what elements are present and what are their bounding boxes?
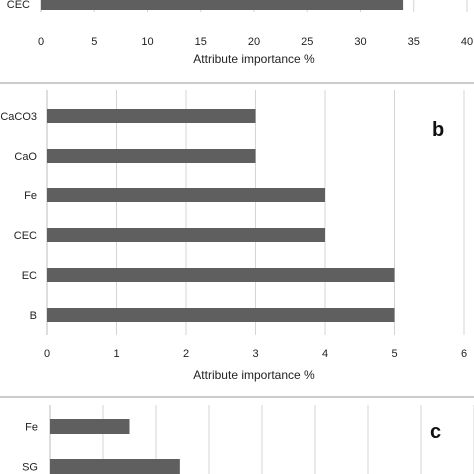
panel-0-tick-label: 0	[38, 36, 44, 48]
panel-2-category-label-sg: SG	[22, 462, 38, 474]
panel-1-tick-label: 3	[252, 348, 258, 360]
panel-0-tick-label: 35	[408, 36, 420, 48]
panel-1-tick-label: 0	[44, 348, 50, 360]
panel-1-tick-label: 4	[322, 348, 328, 360]
panel-0-tick-label: 30	[354, 36, 366, 48]
panel-2-bar-fe	[50, 419, 130, 434]
panel-a: Attribute importance % CEC 0 5 10 15 20 25 30 35…	[7, 0, 473, 66]
panel-1-bar-b	[47, 308, 395, 322]
panel-2-bar-sg	[50, 459, 180, 474]
panel-1-bar-caco3	[47, 109, 256, 123]
panel-1-tick-label: 6	[461, 348, 467, 360]
panel-0-tick-label: 5	[91, 36, 97, 48]
panel-1-category-label-b: B	[30, 310, 37, 322]
panel-0-bar-cec	[41, 0, 404, 10]
panel-0-tick-label: 15	[195, 36, 207, 48]
panel-1-bar-fe	[47, 188, 325, 202]
panel-0-tick-label: 20	[248, 36, 260, 48]
panel-b-label: b	[432, 119, 444, 141]
panel-0-category-label-cec: CEC	[7, 0, 30, 11]
panel-c: c Fe SG	[22, 405, 474, 474]
panel-1-category-label-cec: CEC	[14, 230, 37, 242]
panel-1-bar-ec	[47, 268, 395, 282]
panel-1-category-label-caco3: CaCO3	[0, 111, 37, 123]
panel-c-label: c	[430, 421, 441, 443]
panel-0-tick-label: 25	[301, 36, 313, 48]
panel-0-tick-label: 10	[141, 36, 153, 48]
panel-0-tick-label: 40	[461, 36, 473, 48]
panel-1-category-label-ec: EC	[22, 270, 37, 282]
panel-1-tick-label: 1	[113, 348, 119, 360]
panel-1-bar-cao	[47, 149, 256, 163]
panel-a-x-axis-label: Attribute importance %	[193, 52, 315, 66]
panel-1-tick-label: 5	[391, 348, 397, 360]
panel-1-tick-label: 2	[183, 348, 189, 360]
panel-1-category-label-fe: Fe	[24, 190, 37, 202]
panel-1-category-label-cao: CaO	[14, 151, 37, 163]
panel-1-bar-cec	[47, 228, 325, 242]
panel-b: b Attribute importance % CaCO3 CaO Fe CEC EC…	[0, 90, 467, 382]
panel-b-x-axis-label: Attribute importance %	[193, 368, 315, 382]
panel-2-category-label-fe: Fe	[25, 422, 38, 434]
